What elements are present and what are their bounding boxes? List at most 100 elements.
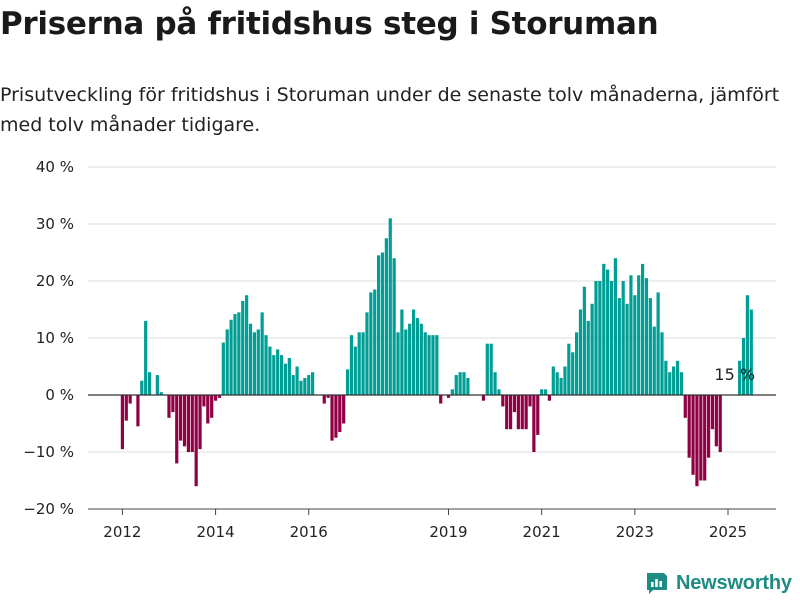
bar bbox=[423, 332, 427, 395]
x-tick-label: 2023 bbox=[616, 523, 654, 541]
bar bbox=[547, 395, 552, 401]
bar bbox=[365, 312, 369, 395]
bar bbox=[450, 389, 454, 395]
bar bbox=[637, 275, 641, 395]
bar bbox=[245, 295, 249, 395]
chart-title: Priserna på fritidshus steg i Storuman bbox=[0, 6, 659, 42]
bar bbox=[175, 395, 179, 464]
bar bbox=[256, 329, 260, 395]
bar bbox=[706, 395, 711, 458]
bar bbox=[505, 395, 509, 430]
bar bbox=[408, 323, 412, 395]
bar bbox=[613, 258, 618, 395]
bar bbox=[675, 360, 680, 395]
bar bbox=[213, 395, 218, 401]
bar bbox=[633, 295, 637, 395]
bar bbox=[186, 395, 190, 452]
bar bbox=[380, 252, 385, 395]
bar bbox=[629, 275, 633, 395]
bar bbox=[609, 281, 614, 395]
bar bbox=[392, 258, 396, 395]
bar bbox=[485, 343, 489, 395]
bar bbox=[369, 292, 373, 395]
y-tick-label: 20 % bbox=[36, 272, 74, 290]
chart-subtitle: Prisutveckling för fritidshus i Storuman… bbox=[0, 84, 780, 136]
bar bbox=[248, 323, 253, 395]
bar bbox=[738, 360, 742, 395]
y-tick-label: 30 % bbox=[36, 215, 74, 233]
bar bbox=[194, 395, 198, 487]
bar bbox=[703, 395, 707, 481]
bar bbox=[388, 218, 392, 395]
bar bbox=[225, 329, 229, 395]
bar bbox=[198, 395, 202, 450]
bar bbox=[695, 395, 699, 487]
bar bbox=[512, 395, 517, 413]
bar bbox=[136, 395, 140, 427]
bar bbox=[361, 332, 365, 395]
bar bbox=[159, 392, 163, 395]
bar bbox=[357, 332, 361, 395]
bar bbox=[567, 343, 571, 395]
bar bbox=[745, 295, 749, 395]
bar bbox=[210, 395, 214, 418]
bar bbox=[551, 366, 555, 395]
bar bbox=[431, 335, 435, 395]
bar bbox=[345, 369, 350, 395]
bar bbox=[279, 355, 284, 395]
bar bbox=[415, 318, 420, 395]
bar bbox=[264, 335, 268, 395]
bar bbox=[373, 289, 377, 395]
bar bbox=[241, 300, 245, 395]
bar bbox=[303, 377, 307, 395]
y-tick-label: 40 % bbox=[36, 158, 74, 176]
bar bbox=[190, 395, 194, 452]
bar bbox=[598, 281, 602, 395]
bar bbox=[578, 309, 583, 395]
bar bbox=[710, 395, 715, 430]
bar bbox=[435, 335, 439, 395]
bar bbox=[617, 298, 621, 395]
x-tick-label: 2021 bbox=[523, 523, 561, 541]
brand-name: Newsworthy bbox=[676, 571, 792, 594]
bar bbox=[509, 395, 513, 430]
bar bbox=[400, 309, 404, 395]
bar bbox=[536, 395, 540, 435]
bar bbox=[687, 395, 691, 458]
bar bbox=[481, 395, 486, 401]
bar bbox=[439, 395, 443, 404]
bar bbox=[252, 332, 256, 395]
bar bbox=[147, 372, 152, 395]
bar bbox=[128, 395, 132, 404]
bar bbox=[559, 377, 563, 395]
bar bbox=[291, 375, 295, 395]
x-tick-label: 2016 bbox=[290, 523, 328, 541]
bar bbox=[272, 355, 276, 395]
x-tick-label: 2019 bbox=[429, 523, 467, 541]
x-tick-label: 2014 bbox=[196, 523, 234, 541]
newsworthy-brand[interactable]: Newsworthy bbox=[645, 568, 792, 598]
bar bbox=[419, 323, 423, 395]
bar bbox=[602, 263, 606, 395]
bar bbox=[594, 281, 598, 395]
bar bbox=[396, 332, 400, 395]
bar bbox=[427, 335, 431, 395]
bar bbox=[124, 395, 128, 421]
bar bbox=[283, 363, 288, 395]
bar bbox=[411, 309, 416, 395]
bar bbox=[648, 298, 652, 395]
x-tick-label: 2012 bbox=[103, 523, 141, 541]
bar bbox=[144, 320, 148, 395]
bar bbox=[287, 357, 291, 395]
bar bbox=[353, 346, 357, 395]
bar bbox=[540, 389, 544, 395]
bar bbox=[497, 389, 501, 395]
y-tick-label: 0 % bbox=[45, 386, 74, 404]
bar bbox=[338, 395, 342, 433]
bar bbox=[625, 303, 629, 395]
bar bbox=[516, 395, 520, 430]
bar bbox=[543, 389, 548, 395]
bar bbox=[377, 255, 381, 395]
bar bbox=[672, 366, 676, 395]
bar bbox=[268, 346, 272, 395]
